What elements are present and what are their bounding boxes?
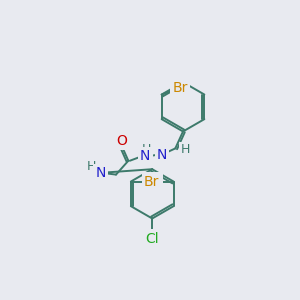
Text: N: N <box>95 166 106 180</box>
Text: N: N <box>140 149 151 163</box>
Text: Br: Br <box>145 175 160 188</box>
Text: H: H <box>142 143 152 157</box>
Text: Cl: Cl <box>146 232 159 245</box>
Text: Br: Br <box>144 175 159 188</box>
Text: H: H <box>87 160 96 173</box>
Text: H: H <box>181 143 190 157</box>
Text: Br: Br <box>172 81 188 95</box>
Text: O: O <box>116 134 127 148</box>
Text: N: N <box>157 148 167 162</box>
